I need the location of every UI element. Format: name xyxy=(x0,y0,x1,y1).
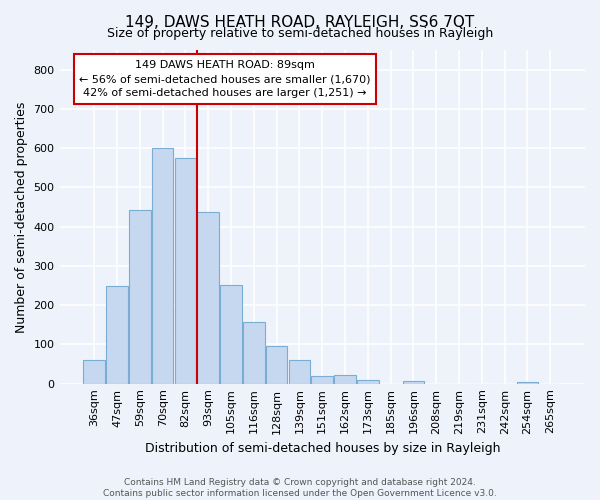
Bar xyxy=(129,210,151,384)
X-axis label: Distribution of semi-detached houses by size in Rayleigh: Distribution of semi-detached houses by … xyxy=(145,442,500,455)
Bar xyxy=(357,380,379,384)
Bar xyxy=(83,360,105,384)
Bar xyxy=(220,285,242,384)
Bar xyxy=(289,360,310,384)
Bar xyxy=(243,322,265,384)
Bar xyxy=(197,212,219,384)
Bar xyxy=(106,286,128,384)
Bar xyxy=(152,148,173,384)
Bar xyxy=(266,346,287,384)
Text: 149 DAWS HEATH ROAD: 89sqm
← 56% of semi-detached houses are smaller (1,670)
42%: 149 DAWS HEATH ROAD: 89sqm ← 56% of semi… xyxy=(79,60,371,98)
Bar xyxy=(311,376,333,384)
Text: 149, DAWS HEATH ROAD, RAYLEIGH, SS6 7QT: 149, DAWS HEATH ROAD, RAYLEIGH, SS6 7QT xyxy=(125,15,475,30)
Bar xyxy=(403,380,424,384)
Bar xyxy=(175,158,196,384)
Y-axis label: Number of semi-detached properties: Number of semi-detached properties xyxy=(15,101,28,332)
Bar xyxy=(334,376,356,384)
Text: Size of property relative to semi-detached houses in Rayleigh: Size of property relative to semi-detach… xyxy=(107,28,493,40)
Text: Contains HM Land Registry data © Crown copyright and database right 2024.
Contai: Contains HM Land Registry data © Crown c… xyxy=(103,478,497,498)
Bar xyxy=(517,382,538,384)
